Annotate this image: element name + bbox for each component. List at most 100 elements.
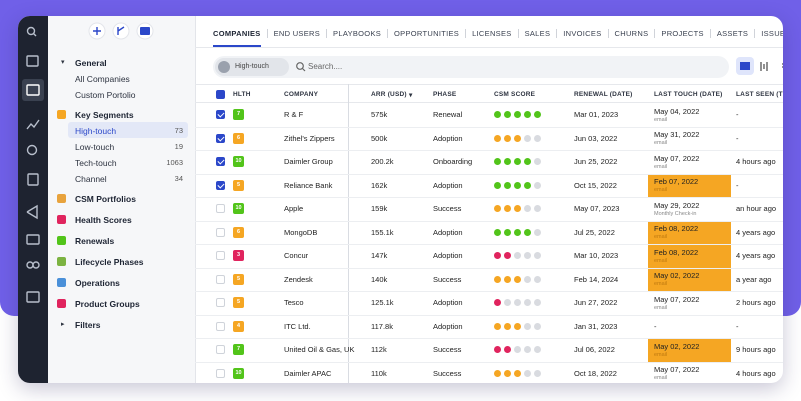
- row-checkbox[interactable]: [216, 274, 225, 284]
- tab[interactable]: PROJECTS: [661, 29, 704, 38]
- column-header[interactable]: ARR (USD): [371, 91, 407, 98]
- renewal-date: Mar 01, 2023: [574, 110, 619, 120]
- reports-icon[interactable]: [26, 119, 40, 130]
- company-name[interactable]: Tesco: [284, 298, 304, 308]
- row-checkbox[interactable]: [216, 180, 225, 190]
- section-label[interactable]: Renewals: [75, 236, 115, 246]
- company-name[interactable]: Reliance Bank: [284, 180, 333, 190]
- row-checkbox[interactable]: [216, 368, 225, 378]
- arr: 200.2k: [371, 157, 394, 167]
- health-badge: 6: [233, 226, 244, 238]
- health-badge: 10: [233, 203, 244, 215]
- section-label[interactable]: Product Groups: [75, 299, 140, 309]
- tasks-icon[interactable]: [26, 55, 39, 67]
- money-icon[interactable]: [26, 234, 40, 245]
- company-name[interactable]: United Oil & Gas, UK: [284, 345, 355, 355]
- column-header[interactable]: PHASE: [433, 91, 457, 98]
- touch-highlight: [648, 174, 731, 197]
- branch-button[interactable]: [112, 22, 130, 40]
- renewal-date: Jan 31, 2023: [574, 321, 618, 331]
- segment-item[interactable]: Channel: [75, 174, 107, 184]
- csm-dot: [534, 252, 541, 260]
- row-checkbox[interactable]: [216, 251, 225, 261]
- section-label[interactable]: CSM Portfolios: [75, 194, 136, 204]
- segment-item[interactable]: All Companies: [75, 74, 130, 84]
- tab[interactable]: COMPANIES: [213, 29, 261, 38]
- column-header[interactable]: LAST SEEN (TIME AGO): [736, 91, 783, 98]
- company-name[interactable]: Zithel's Zippers: [284, 133, 335, 143]
- company-name[interactable]: R & F: [284, 110, 304, 120]
- last-seen: 4 years ago: [736, 227, 776, 237]
- users-icon[interactable]: [26, 261, 34, 269]
- csm-dot: [514, 228, 521, 236]
- tab[interactable]: ISSUE: [761, 29, 783, 38]
- header-checkbox[interactable]: [216, 90, 225, 99]
- companies-icon[interactable]: [26, 84, 40, 96]
- column-header[interactable]: RENEWAL (DATE): [574, 91, 633, 98]
- section-label[interactable]: Filters: [75, 320, 101, 330]
- section-icon: [57, 236, 66, 245]
- section-label[interactable]: Key Segments: [75, 110, 134, 120]
- tab-separator: [607, 29, 609, 38]
- csm-dot: [534, 322, 541, 330]
- section-label[interactable]: Health Scores: [75, 215, 132, 225]
- phase: Onboarding: [433, 157, 473, 167]
- row-checkbox[interactable]: [216, 298, 225, 308]
- kanban-icon[interactable]: [760, 62, 768, 71]
- search-bar[interactable]: [213, 56, 729, 78]
- arr: 110k: [371, 368, 387, 378]
- tab[interactable]: INVOICES: [563, 29, 602, 38]
- csm-dot: [524, 299, 531, 307]
- company-name[interactable]: Daimler Group: [284, 157, 333, 167]
- tab-separator: [654, 29, 656, 38]
- segment-item[interactable]: Tech-touch: [75, 158, 117, 168]
- tab[interactable]: CHURNS: [614, 29, 649, 38]
- row-checkbox[interactable]: [216, 204, 225, 214]
- tab[interactable]: LICENSES: [472, 29, 512, 38]
- company-name[interactable]: Zendesk: [284, 274, 313, 284]
- column-header[interactable]: LAST TOUCH (DATE): [654, 91, 723, 98]
- column-header[interactable]: CSM SCORE: [494, 91, 536, 98]
- segment-item[interactable]: Low-touch: [75, 142, 115, 152]
- tab[interactable]: OPPORTUNITIES: [394, 29, 460, 38]
- company-name[interactable]: MongoDB: [284, 227, 318, 237]
- row-checkbox[interactable]: [216, 157, 225, 167]
- search-icon[interactable]: [26, 26, 36, 36]
- renewal-date: May 07, 2023: [574, 204, 620, 214]
- chat-icon[interactable]: [26, 144, 38, 156]
- announce-icon[interactable]: [26, 204, 38, 220]
- row-line: [195, 291, 783, 292]
- row-checkbox[interactable]: [216, 227, 225, 237]
- section-label[interactable]: General: [75, 58, 107, 68]
- csm-dot: [534, 111, 541, 119]
- settings-icon[interactable]: [782, 63, 783, 68]
- doc-icon[interactable]: [27, 173, 39, 186]
- section-label[interactable]: Operations: [75, 278, 120, 288]
- row-checkbox[interactable]: [216, 321, 225, 331]
- section-label[interactable]: Lifecycle Phases: [75, 257, 144, 267]
- phase: Adoption: [433, 133, 463, 143]
- touch-highlight: [648, 339, 731, 362]
- section-icon: [57, 110, 66, 119]
- company-name[interactable]: Concur: [284, 251, 309, 261]
- tab[interactable]: END USERS: [273, 29, 321, 38]
- column-header[interactable]: HLTH: [233, 91, 251, 98]
- segment-item[interactable]: Custom Portolio: [75, 90, 136, 100]
- row-checkbox[interactable]: [216, 110, 225, 120]
- tab[interactable]: PLAYBOOKS: [333, 29, 382, 38]
- arr: 112k: [371, 345, 387, 355]
- csm-dot: [524, 158, 531, 166]
- segment-chip[interactable]: [215, 58, 289, 76]
- column-header[interactable]: COMPANY: [284, 91, 319, 98]
- csm-dot: [504, 158, 511, 166]
- row-checkbox[interactable]: [216, 345, 225, 355]
- company-name[interactable]: Daimler APAC: [284, 368, 332, 378]
- company-name[interactable]: ITC Ltd.: [284, 321, 311, 331]
- tab[interactable]: ASSETS: [716, 29, 749, 38]
- company-name[interactable]: Apple: [284, 204, 304, 214]
- code-icon[interactable]: [26, 291, 40, 303]
- tab[interactable]: SALES: [524, 29, 551, 38]
- row-checkbox[interactable]: [216, 133, 225, 143]
- touch-highlight: [648, 268, 731, 291]
- segment-item[interactable]: High-touch: [75, 126, 117, 136]
